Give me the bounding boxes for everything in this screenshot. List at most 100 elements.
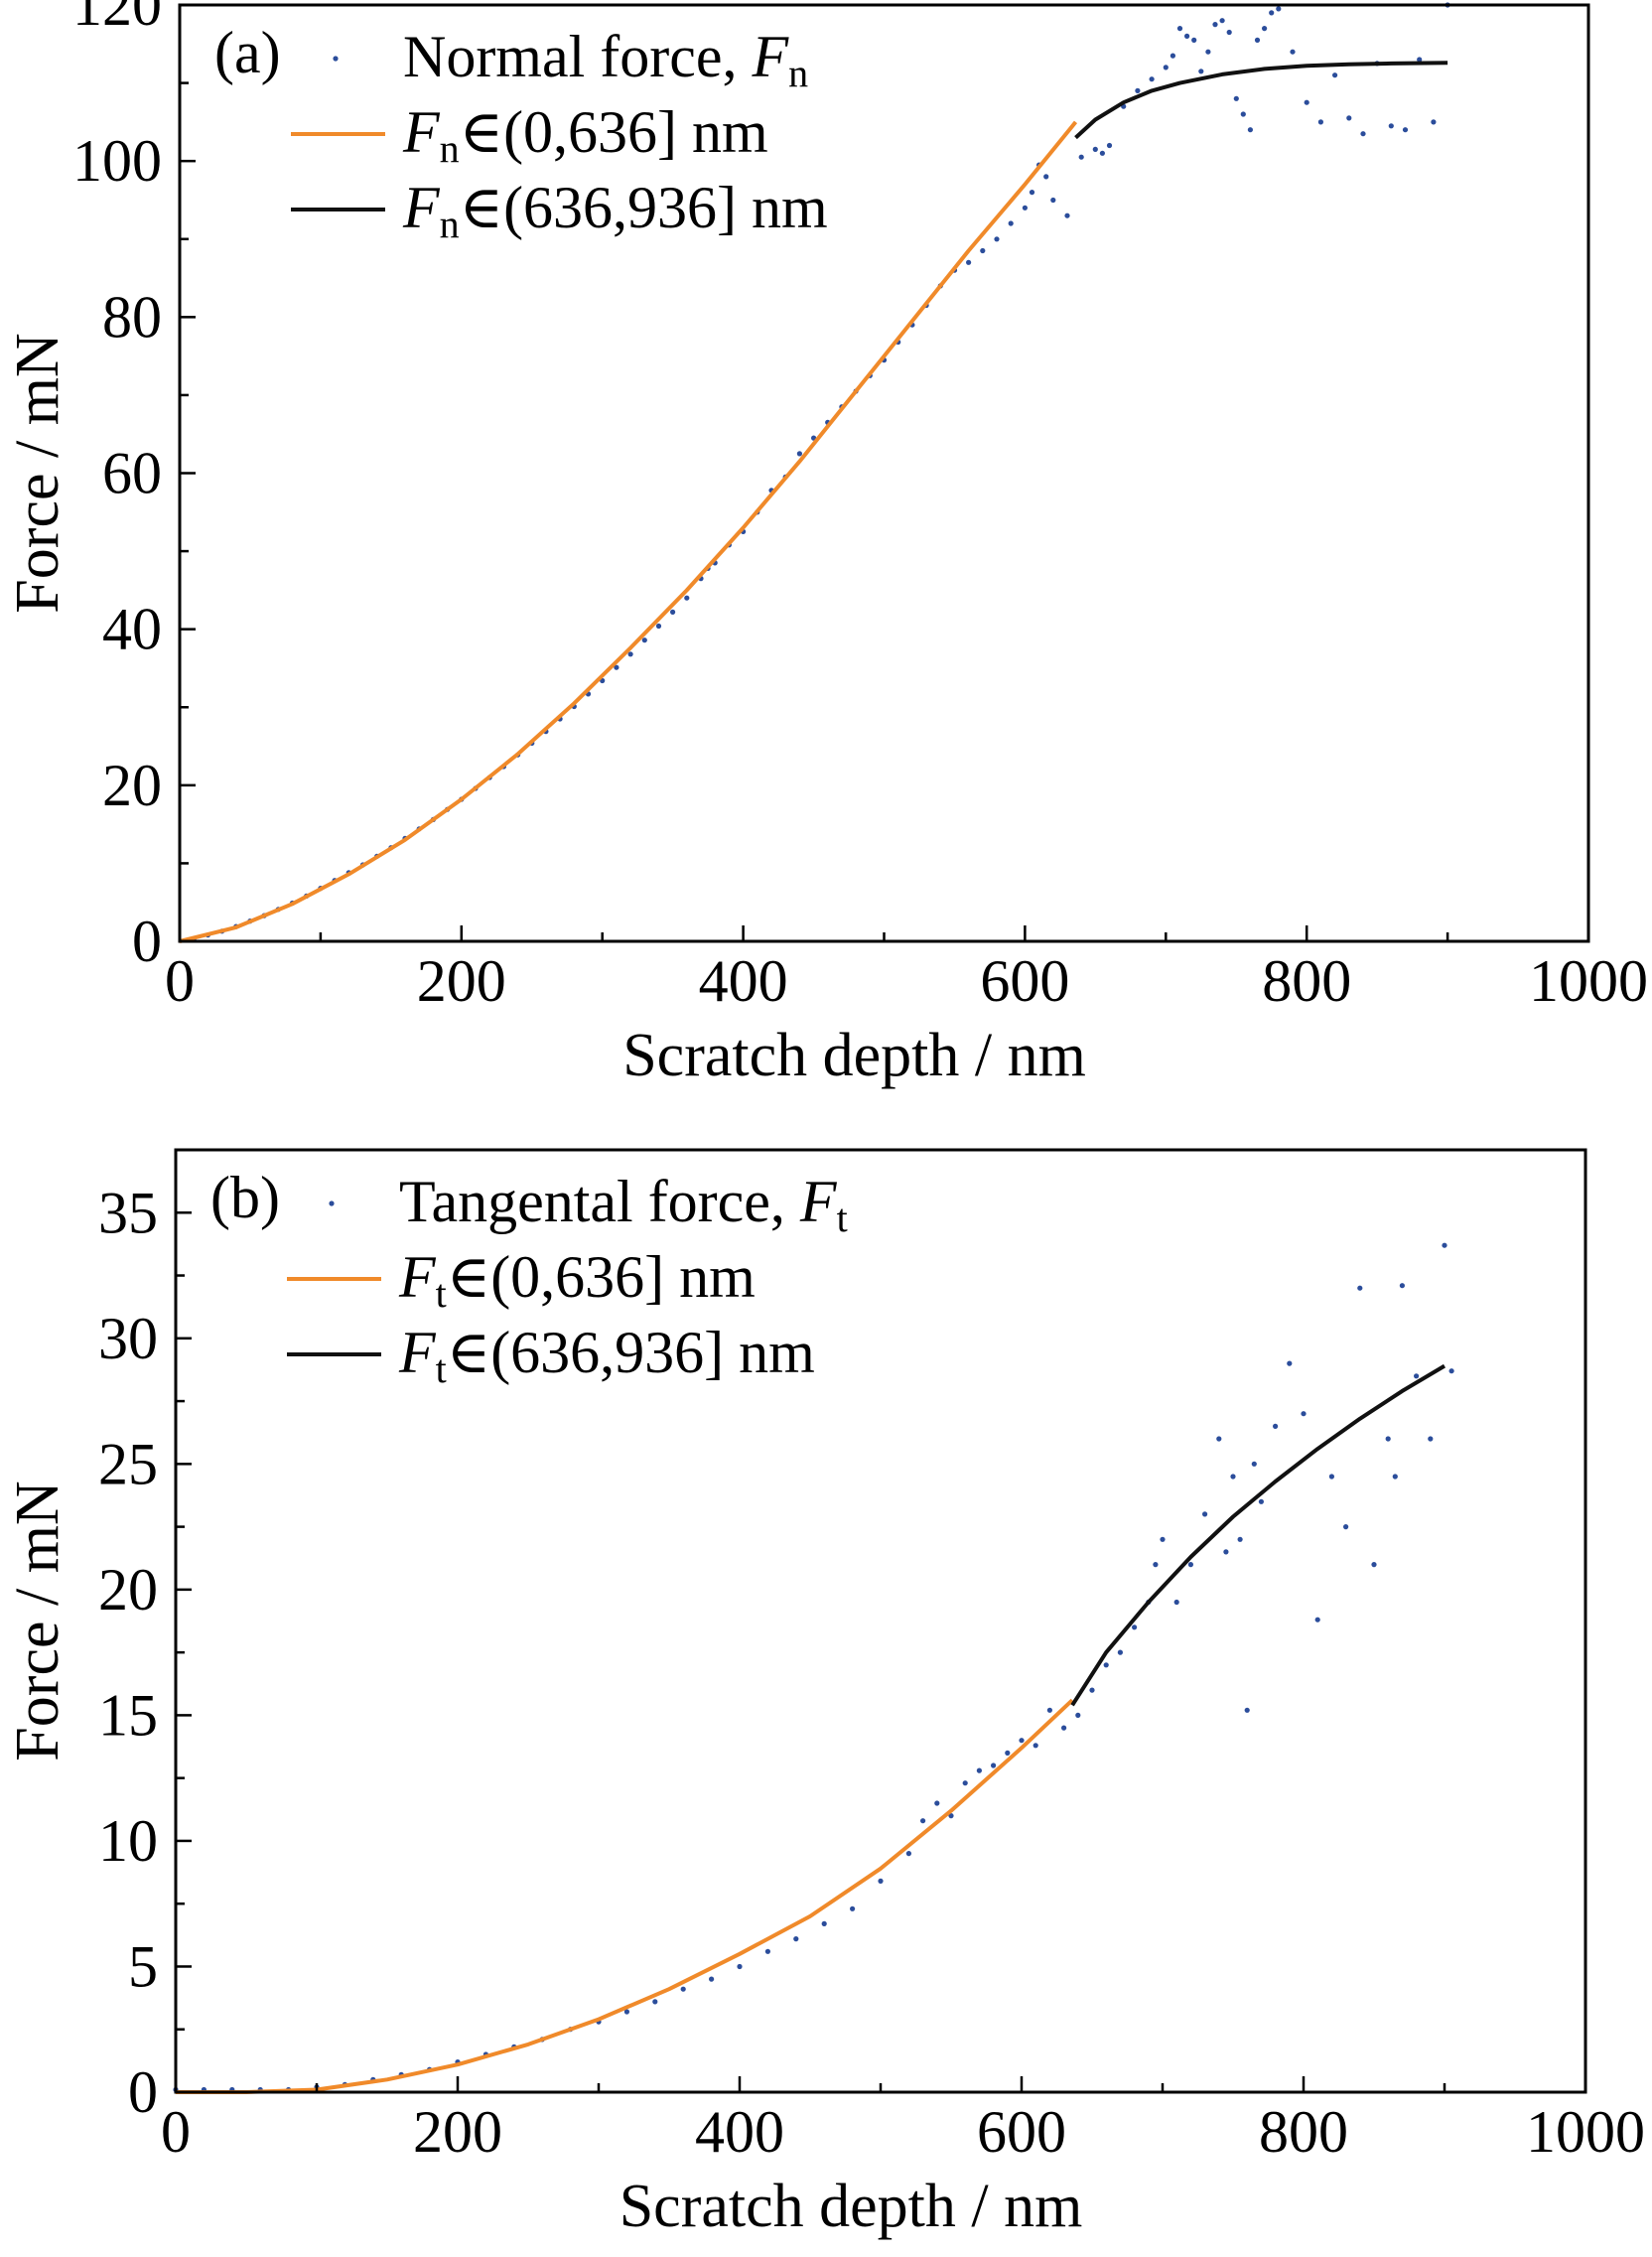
scatter-point [1428, 1436, 1434, 1442]
scatter-point [1317, 119, 1323, 125]
scatter-point [764, 1948, 771, 1954]
scatter-point [1187, 1562, 1193, 1568]
scatter-point [1233, 95, 1239, 101]
scatter-point [709, 1976, 715, 1982]
scatter-point [655, 623, 662, 630]
scatter-point [1022, 205, 1028, 211]
scatter-point [1092, 146, 1098, 152]
scatter-point [1135, 87, 1141, 93]
y-tick-label: 30 [98, 1306, 158, 1371]
scatter-point [1251, 1461, 1257, 1467]
scatter-point [1240, 111, 1246, 117]
scatter-point [1332, 72, 1338, 78]
scatter-point [1392, 1474, 1398, 1480]
x-tick-label: 200 [417, 948, 506, 1014]
scatter-point [1176, 26, 1183, 32]
scatter-point [1163, 65, 1169, 71]
scatter-point [623, 2009, 630, 2015]
y-axis-title: Force / mN [4, 333, 71, 613]
scatter-point [1328, 1474, 1334, 1480]
scatter-point [1184, 33, 1190, 40]
scatter-point [1043, 174, 1049, 180]
scatter-point [1202, 1511, 1208, 1517]
scatter-point [905, 1851, 912, 1857]
y-tick-label: 20 [102, 753, 162, 818]
scatter-point [1032, 1743, 1038, 1749]
scatter-point [1173, 1599, 1179, 1606]
scatter-point [991, 1763, 997, 1768]
ticks [178, 3, 1590, 943]
scatter-point [1216, 1436, 1222, 1442]
legend-label: Normal force, Fn [403, 24, 808, 95]
scatter-point [1346, 115, 1352, 121]
y-axis-title: Force / mN [4, 1481, 71, 1761]
scatter-point [1314, 1617, 1320, 1622]
legend-entry-line-high: Fn∈(636,936] nm [291, 175, 828, 246]
legend-label: Fn∈(636,936] nm [402, 175, 828, 246]
scatter-point [627, 651, 633, 657]
scatter-point [652, 1999, 658, 2005]
scatter-point [1061, 1725, 1067, 1731]
scatter-point [1273, 1423, 1279, 1429]
scatter-point [1205, 49, 1211, 55]
x-axis-title: Scratch depth / nm [620, 2173, 1083, 2240]
scatter-point [1132, 1624, 1138, 1630]
x-tick-label: 0 [161, 2099, 191, 2165]
y-tick-label: 20 [98, 1557, 158, 1622]
scatter-point [980, 247, 986, 254]
x-tick-label: 800 [1259, 2099, 1348, 2165]
x-tick-label: 400 [699, 948, 788, 1014]
scatter-point [962, 1780, 968, 1786]
scatter-point [1089, 1687, 1095, 1693]
scatter-point [1399, 1283, 1405, 1289]
scatter-point [850, 1905, 856, 1911]
plot-frame [174, 1148, 1587, 2094]
legend-label: Ft∈(0,636] nm [398, 1244, 756, 1316]
scatter-point [793, 1936, 799, 1942]
y-tick-label: 0 [128, 2059, 158, 2125]
fit-line-high [1070, 1363, 1446, 1707]
scatter-point [1160, 1536, 1166, 1542]
scatter-point [1262, 26, 1268, 32]
scatter-point [1258, 1498, 1264, 1504]
scatter-point [1290, 49, 1296, 55]
scatter-point [1075, 1712, 1081, 1718]
scatter-point [1078, 154, 1084, 160]
scatter-point [1099, 150, 1105, 156]
x-axis-title: Scratch depth / nm [622, 1022, 1086, 1089]
scatter-point [1301, 1411, 1307, 1417]
x-tick-label: 200 [413, 2099, 502, 2165]
panel-label: (a) [214, 20, 281, 85]
scatter-point [737, 1963, 743, 1970]
scatter-point [1388, 123, 1394, 129]
scatter-point [1005, 1750, 1011, 1756]
x-tick-label: 800 [1262, 948, 1351, 1014]
scatter-point [1237, 1536, 1243, 1542]
fit-line-low [176, 1698, 1074, 2094]
scatter-point [614, 664, 620, 670]
scatter-point [1357, 1285, 1363, 1291]
scatter-point [1442, 1242, 1447, 1248]
x-tick-label: 400 [695, 2099, 784, 2165]
scatter-point [1431, 119, 1437, 125]
scatter-point [1226, 29, 1232, 36]
legend-entry-line-high: Ft∈(636,936] nm [287, 1320, 815, 1391]
scatter-series [191, 2, 1450, 942]
scatter-point [1230, 1474, 1236, 1480]
legend-label: Tangental force, Ft [399, 1169, 848, 1240]
scatter-point [1343, 1524, 1349, 1530]
scatter-point [1191, 37, 1197, 44]
scatter-point [1008, 220, 1014, 226]
chart-panel-a: 0 200 400 600 800 1000 0 20 40 60 80 100 120 Scratch … [4, 0, 1648, 1089]
chart-panel-b: 0 200 400 600 800 1000 0 5 10 15 20 25 30 35 Scratch d… [4, 1148, 1645, 2240]
y-tick-label: 35 [98, 1180, 158, 1245]
scatter-point [1050, 197, 1056, 204]
legend-entry-line-low: Ft∈(0,636] nm [287, 1244, 756, 1316]
scatter-point [934, 1800, 940, 1806]
scatter-point [1019, 1738, 1025, 1744]
y-tick-label: 80 [102, 284, 162, 350]
scatter-point [1153, 1562, 1159, 1568]
x-tick-label: 600 [977, 2099, 1066, 2165]
scatter-point [1254, 37, 1261, 44]
y-tick-label: 120 [72, 0, 162, 38]
